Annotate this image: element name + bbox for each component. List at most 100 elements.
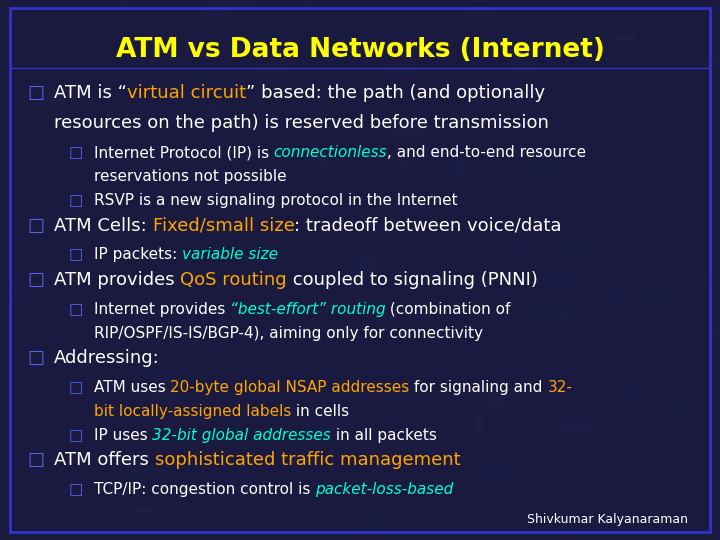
Text: RIP/OSPF/IS-IS/BGP-4), aiming only for connectivity: RIP/OSPF/IS-IS/BGP-4), aiming only for c… [94,326,482,341]
Text: □: □ [27,84,45,102]
Bar [307,362,347,375]
Bar [490,100,528,105]
Bar [611,35,636,42]
Text: Shivkumar Kalyanaraman: Shivkumar Kalyanaraman [526,514,688,526]
Text: Internet Protocol (IP) is: Internet Protocol (IP) is [94,145,274,160]
Bar [469,5,492,25]
Bar [369,281,395,289]
Bar [674,401,687,419]
Bar [388,125,428,133]
Bar [521,201,554,210]
Bar [228,330,238,349]
Bar [451,284,463,293]
Text: reservations not possible: reservations not possible [94,169,287,184]
Bar [498,79,524,90]
Bar [654,344,683,352]
Bar [269,417,277,424]
Text: ATM offers: ATM offers [54,451,155,469]
Bar [447,510,478,516]
Bar [483,394,508,406]
Bar [706,53,720,63]
Text: , and end-to-end resource: , and end-to-end resource [387,145,586,160]
Text: in all packets: in all packets [331,428,437,443]
Bar [557,261,595,283]
Bar [253,93,266,107]
Bar [453,160,465,181]
Text: □: □ [68,380,83,395]
Bar [205,0,225,18]
Bar [436,149,468,153]
Bar [35,102,60,112]
Text: packet-loss-based: packet-loss-based [315,482,453,497]
Bar [711,326,719,338]
Bar [272,256,307,259]
Bar [390,211,397,227]
Text: □: □ [27,217,45,234]
Bar [550,395,561,408]
Bar [656,314,675,324]
Text: in cells: in cells [291,404,349,419]
Bar [509,43,534,65]
Bar [220,303,251,325]
Bar [300,0,313,6]
Bar [296,422,338,437]
Bar [696,227,712,233]
Bar [245,88,269,101]
Bar [219,295,250,315]
Bar [215,26,255,31]
Bar [573,241,594,252]
Bar [570,88,580,105]
Bar [397,30,424,37]
Text: ATM vs Data Networks (Internet): ATM vs Data Networks (Internet) [116,37,604,63]
Bar [609,470,636,473]
Bar [521,489,563,495]
Bar [501,373,514,386]
Bar [318,157,329,171]
Text: : tradeoff between voice/data: : tradeoff between voice/data [294,217,562,234]
Bar [37,373,59,381]
Text: Addressing:: Addressing: [54,349,160,367]
Bar [561,237,566,258]
Bar [370,469,376,478]
Bar [348,296,354,300]
Text: sophisticated traffic management: sophisticated traffic management [155,451,460,469]
Text: resources on the path) is reserved before transmission: resources on the path) is reserved befor… [54,114,549,132]
Bar [361,518,383,538]
Bar [662,308,677,324]
Bar [226,479,253,486]
Text: (combination of: (combination of [385,302,511,317]
Bar [401,444,433,450]
Bar [356,299,372,310]
Bar [379,286,408,299]
Bar [115,32,158,44]
Bar [672,311,694,325]
Bar [150,362,174,382]
Bar [117,0,130,9]
Bar [151,387,175,404]
Bar [639,45,650,48]
Bar [452,299,462,308]
Bar [205,105,220,118]
Bar [398,157,413,167]
Bar [633,484,665,505]
Bar [555,468,598,476]
Bar [193,75,207,88]
Bar [654,322,668,338]
Text: □: □ [68,145,83,160]
Bar [199,0,205,1]
Bar [42,509,80,517]
Bar [409,403,436,418]
Bar [699,49,720,69]
Bar [408,122,416,131]
Bar [450,352,473,370]
Bar [241,461,270,468]
Bar [219,0,256,10]
Bar [157,328,194,344]
Text: □: □ [68,428,83,443]
Bar [379,200,405,219]
Text: RSVP is a new signaling protocol in the Internet: RSVP is a new signaling protocol in the … [94,193,457,208]
Text: □: □ [68,247,83,262]
Bar [212,11,227,16]
Text: 32-bit global addresses: 32-bit global addresses [152,428,331,443]
Text: □: □ [27,271,45,289]
